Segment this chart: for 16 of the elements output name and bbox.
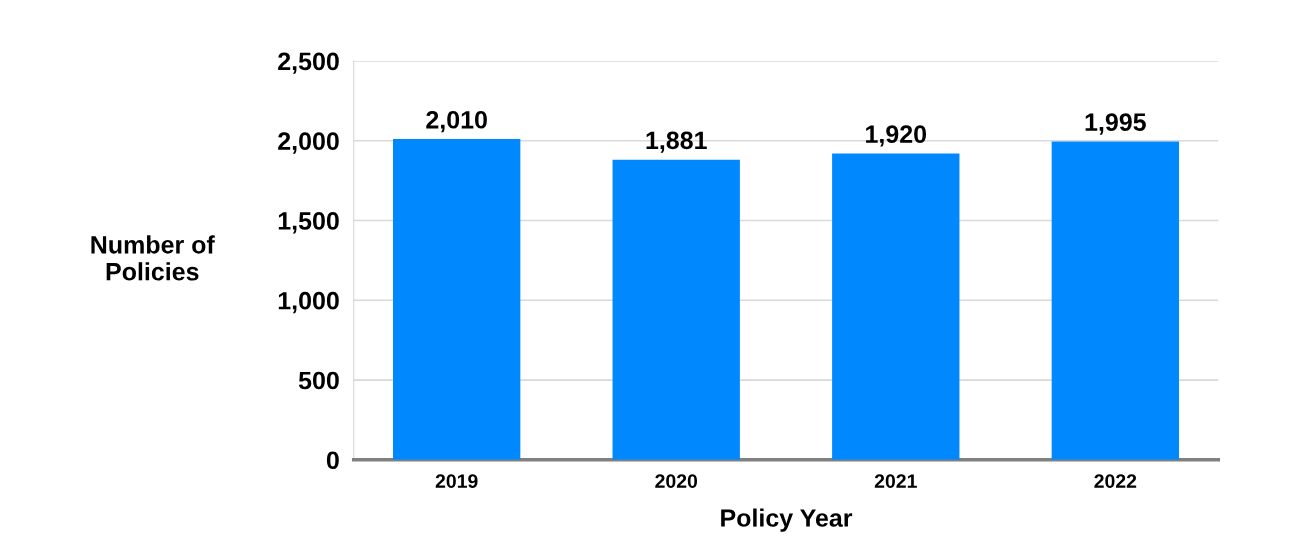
x-tick-label: 2020 — [655, 474, 698, 488]
x-axis-title: Policy Year — [721, 508, 853, 532]
x-tick-label: 2021 — [874, 474, 917, 488]
y-tick-label: 500 — [298, 371, 339, 390]
x-tick-label: 2019 — [435, 474, 478, 488]
y-tick-label: 1,500 — [278, 212, 339, 234]
y-tick-label: 1,000 — [278, 291, 339, 314]
y-tick-label: 2,000 — [278, 132, 339, 154]
data-label: 1,995 — [1085, 113, 1146, 135]
y-axis-title: Number of Policies — [91, 235, 215, 281]
data-label: 2,010 — [426, 110, 487, 133]
y-tick-label: 0 — [326, 451, 339, 470]
y-tick-label: 2,500 — [278, 52, 339, 74]
x-tick-label: 2022 — [1094, 474, 1137, 488]
data-label: 1,881 — [646, 131, 707, 153]
data-label: 1,920 — [866, 125, 927, 147]
